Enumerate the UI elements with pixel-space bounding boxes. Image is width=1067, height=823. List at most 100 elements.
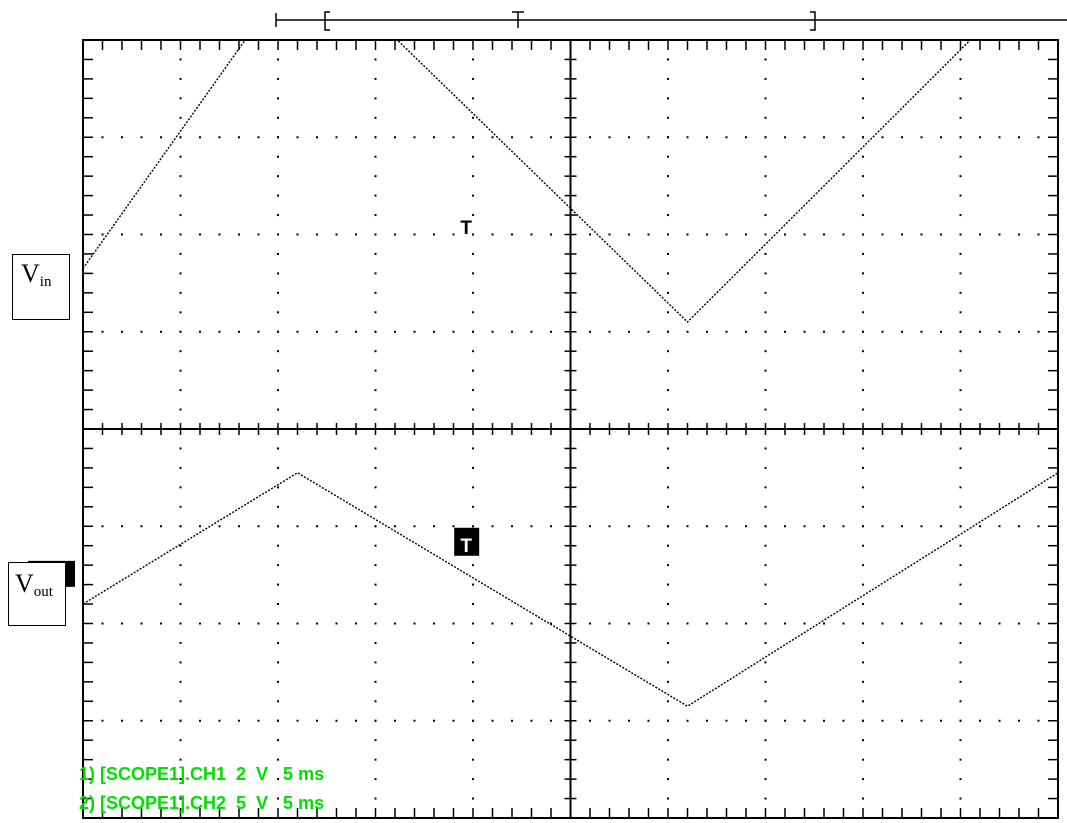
- grid-dot: [764, 214, 767, 217]
- grid-dot: [472, 525, 474, 528]
- grid-dot: [764, 758, 767, 761]
- grid-dot: [745, 233, 747, 236]
- channel-markers: 1->2->: [28, 274, 75, 587]
- ch2-label-sub: out: [33, 584, 53, 601]
- grid-dot: [862, 291, 864, 294]
- grid-dot: [277, 525, 279, 528]
- grid-dot: [901, 330, 903, 333]
- grid-dot: [842, 136, 845, 139]
- grid-dot: [862, 272, 864, 275]
- grid-dot: [686, 622, 689, 625]
- grid-dot: [140, 622, 143, 625]
- grid-dot: [959, 447, 962, 450]
- grid-dot: [257, 330, 260, 333]
- grid-dot: [667, 369, 669, 372]
- grid-dot: [1018, 719, 1020, 722]
- grid-dot: [823, 719, 825, 722]
- grid-dot: [374, 330, 377, 333]
- grid-dot: [472, 252, 474, 255]
- grid-dot: [472, 330, 474, 333]
- grid-dot: [959, 505, 962, 508]
- grid-dot: [706, 525, 708, 528]
- grid-dot: [998, 622, 1001, 625]
- grid-dot: [764, 194, 767, 197]
- grid-dot: [764, 661, 767, 664]
- grid-dot: [842, 233, 845, 236]
- grid-dot: [901, 233, 903, 236]
- grid-dot: [920, 233, 923, 236]
- grid-dot: [277, 603, 279, 606]
- grid-dot: [179, 680, 182, 683]
- grid-dot: [179, 291, 182, 294]
- grid-dot: [140, 330, 143, 333]
- grid-dot: [881, 330, 884, 333]
- grid-dot: [472, 350, 474, 353]
- grid-dot: [764, 447, 767, 450]
- trace-ch1: [83, 40, 972, 323]
- grid-dot: [823, 330, 825, 333]
- grid-dot: [667, 603, 669, 606]
- grid-dot: [101, 330, 104, 333]
- grid-dot: [179, 272, 182, 275]
- grid-dot: [374, 797, 377, 800]
- grid-dot: [179, 77, 182, 80]
- grid-dot: [472, 758, 474, 761]
- grid-dot: [335, 719, 338, 722]
- grid-dot: [862, 330, 864, 333]
- grid-dot: [355, 136, 357, 139]
- grid-dot: [862, 544, 864, 547]
- grid-dot: [413, 525, 416, 528]
- grid-dot: [374, 136, 377, 139]
- grid-dot: [764, 272, 767, 275]
- grid-dot: [433, 622, 435, 625]
- grid-dot: [277, 369, 279, 372]
- grid-dot: [277, 739, 279, 742]
- grid-dot: [179, 486, 182, 489]
- grid-dot: [355, 622, 357, 625]
- grid-dot: [374, 719, 377, 722]
- grid-dot: [608, 622, 611, 625]
- grid-dot: [277, 194, 279, 197]
- grid-dot: [277, 350, 279, 353]
- grid-dot: [745, 136, 747, 139]
- grid-dot: [335, 330, 338, 333]
- grid-dot: [218, 622, 221, 625]
- grid-dot: [472, 389, 474, 392]
- grid-dot: [374, 758, 377, 761]
- grid-dot: [647, 233, 650, 236]
- grid-dot: [862, 603, 864, 606]
- grid-dot: [667, 719, 669, 722]
- grid-dot: [862, 214, 864, 217]
- grid-dot: [472, 77, 474, 80]
- grid-dot: [277, 661, 279, 664]
- grid-dot: [1037, 233, 1040, 236]
- grid-dot: [374, 408, 377, 411]
- grid-dot: [667, 447, 669, 450]
- grid-dot: [764, 77, 767, 80]
- grid-dot: [238, 525, 240, 528]
- grid-dot: [667, 700, 669, 703]
- grid-dot: [394, 525, 396, 528]
- grid-dot: [199, 330, 201, 333]
- grid-dot: [355, 525, 357, 528]
- grid-dot: [628, 330, 630, 333]
- grid-dot: [901, 622, 903, 625]
- grid-dot: [277, 486, 279, 489]
- grid-dot: [959, 291, 962, 294]
- grid-dot: [862, 680, 864, 683]
- grid-dot: [374, 350, 377, 353]
- grid-dot: [764, 97, 767, 100]
- grid-dot: [725, 622, 728, 625]
- grid-dot: [745, 622, 747, 625]
- grid-dot: [472, 97, 474, 100]
- grid-dot: [647, 622, 650, 625]
- grid-dot: [277, 77, 279, 80]
- grid-dot: [667, 583, 669, 586]
- grid-dot: [959, 272, 962, 275]
- grid-dot: [959, 97, 962, 100]
- grid-dot: [608, 330, 611, 333]
- grid-dot: [862, 155, 864, 158]
- grid-dot: [862, 525, 864, 528]
- grid-dot: [140, 233, 143, 236]
- grid-dot: [862, 583, 864, 586]
